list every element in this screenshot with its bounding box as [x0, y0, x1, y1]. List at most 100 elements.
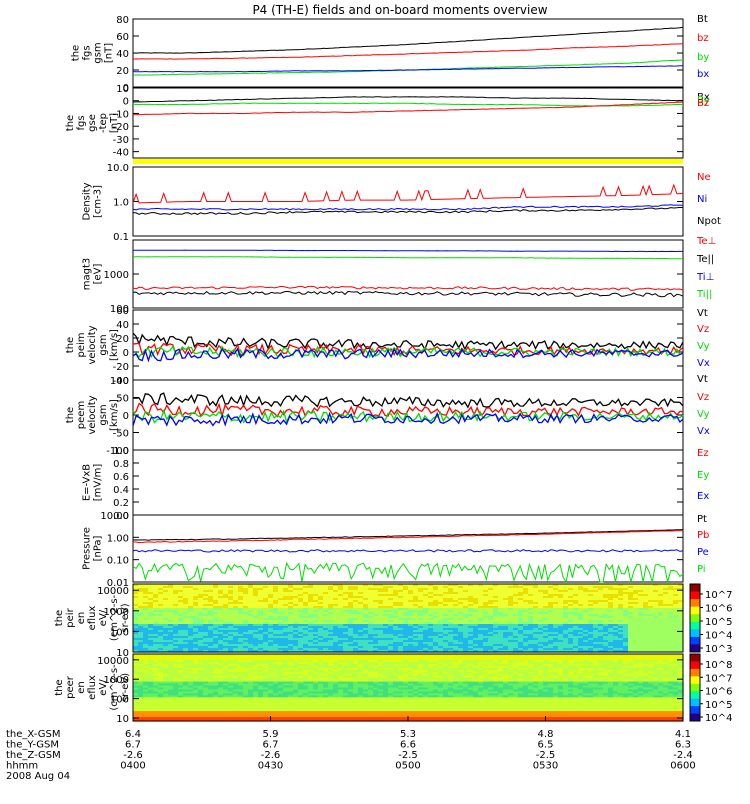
- y-axis-label-line: peir: [65, 607, 76, 627]
- legend-item: Vz: [697, 324, 709, 335]
- series-group: [133, 530, 683, 582]
- legend-item: Ni: [697, 194, 707, 205]
- series-line-green: [133, 563, 683, 582]
- legend-item: Te||: [696, 254, 714, 265]
- y-axis-label-line: the: [65, 407, 76, 423]
- y-tick-label: 20: [116, 66, 129, 77]
- y-axis-label-line: -tep: [98, 113, 109, 133]
- legend-item: Pt: [697, 514, 707, 525]
- y-axis-label-line: (cm^2-s-: [109, 594, 120, 641]
- series-group: [133, 393, 683, 426]
- colorbar-segment: [690, 622, 700, 630]
- y-axis-label-line: [km/s]: [109, 399, 120, 431]
- colorbar-tick-label: 10^7: [705, 590, 732, 601]
- y-axis-label: Pressure[nPa]: [82, 527, 104, 570]
- y-axis-label-line: [nPa]: [93, 535, 104, 561]
- y-tick-label: -40: [113, 148, 129, 159]
- series-line-black: [133, 27, 683, 53]
- y-tick-label: 40: [116, 49, 129, 60]
- colorbar-segment: [690, 592, 700, 600]
- y-axis-label-line: the: [71, 45, 82, 61]
- y-tick-label: 0.2: [113, 498, 129, 509]
- legend-item: Pi: [697, 564, 706, 575]
- colorbar-segment: [690, 599, 700, 607]
- y-tick-label: 0.1: [113, 232, 129, 243]
- y-axis-label-line: the: [54, 610, 65, 626]
- series-line-red: [133, 185, 683, 203]
- y-tick-label: 10.0: [107, 163, 129, 174]
- spectrogram-peir_en_eflux: [133, 584, 684, 653]
- series-group: [133, 333, 683, 361]
- legend-item: Vx: [697, 358, 710, 369]
- y-tick-label: 0.6: [113, 472, 129, 483]
- legend-item: Ti⊥: [696, 272, 714, 283]
- legend-item: Vy: [697, 409, 710, 420]
- y-axis-label-line: Density: [82, 182, 93, 220]
- legend-item: Vx: [697, 426, 710, 437]
- y-tick-label: -20: [113, 362, 129, 373]
- y-tick-label: 0.4: [113, 485, 129, 496]
- legend-item: Npot: [697, 216, 721, 227]
- y-axis-label-line: velocity: [87, 395, 98, 434]
- y-tick-label: 60: [116, 32, 129, 43]
- colorbar-tick-label: 10^3: [705, 644, 732, 655]
- y-axis-label-line: [nT]: [109, 113, 120, 133]
- y-axis-label-line: sr-eV): [120, 603, 131, 632]
- legend: Ez Ey Ex: [697, 448, 709, 502]
- series-line-red: [133, 531, 683, 543]
- panel-frame: [133, 450, 683, 515]
- legend-item: by: [697, 52, 709, 63]
- legend-item: Ez: [697, 448, 709, 459]
- legend-item: Vz: [697, 392, 709, 403]
- legend-item: Ex: [697, 491, 709, 502]
- legend-item: Pe: [697, 547, 709, 558]
- y-axis-label-line: gsm: [98, 404, 109, 425]
- legend-item: Vy: [697, 341, 710, 352]
- legend-item: Bt: [697, 14, 708, 25]
- series-line-blue: [133, 250, 683, 252]
- legend-item: Ne: [697, 172, 711, 183]
- colorbar-segment: [690, 614, 700, 622]
- y-tick-label: 0.8: [113, 459, 129, 470]
- legend-item: Vt: [697, 374, 708, 385]
- colorbar-tick-label: 10^4: [705, 631, 732, 642]
- series-line-black: [133, 393, 683, 407]
- y-axis-label-line: peim: [76, 332, 87, 357]
- y-axis-label-line: [km/s]: [109, 329, 120, 361]
- y-axis-label-line: gsm: [98, 334, 109, 355]
- legend-item: Bz: [697, 98, 709, 109]
- y-axis-label-line: eflux: [87, 606, 98, 631]
- legend-item: Ti||: [696, 289, 712, 300]
- colorbar-segment: [690, 637, 700, 645]
- y-axis-label-line: en: [76, 612, 87, 625]
- panel-frame: [133, 310, 683, 380]
- y-axis-label-line: Pressure: [82, 527, 93, 570]
- y-axis-label-line: eV/: [98, 609, 109, 626]
- panel-frame: [133, 19, 683, 87]
- y-axis-label-line: [mV/m]: [93, 464, 104, 502]
- y-tick-label: 1.0: [113, 198, 129, 209]
- y-tick-label: 100: [110, 376, 129, 387]
- spectrogram-peer_en_eflux: [133, 654, 684, 722]
- series-line-black: [133, 291, 683, 296]
- legend: Ne Ni Npot: [697, 172, 721, 227]
- y-tick-label: 0: [123, 348, 129, 359]
- colorbar-segment: [690, 629, 700, 637]
- y-tick-label: 0: [123, 97, 129, 108]
- legend-item: Ey: [697, 470, 709, 481]
